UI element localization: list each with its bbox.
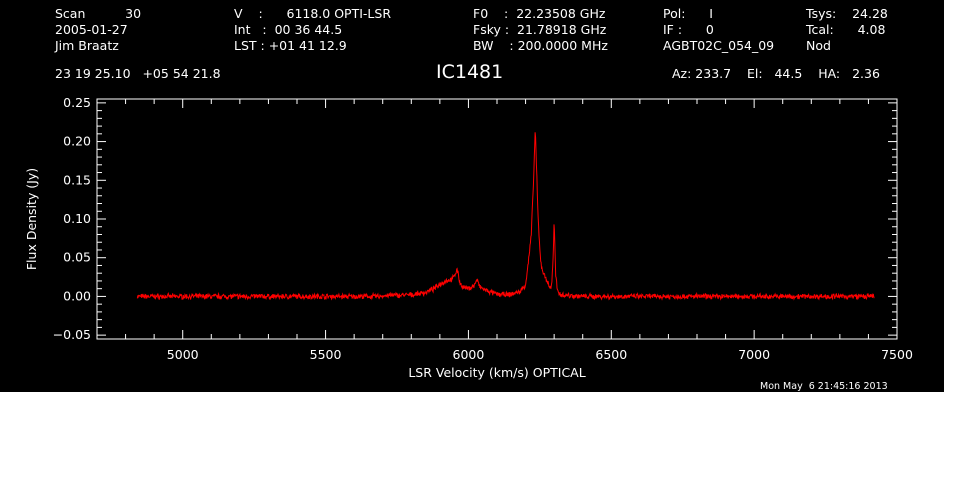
x-tick-label: 7500: [881, 347, 913, 362]
bandwidth: BW : 200.0000 MHz: [473, 38, 608, 53]
integration-time: Int : 00 36 44.5: [234, 22, 343, 37]
system-temperature: Tsys: 24.28: [806, 6, 888, 21]
x-tick-label: 6500: [595, 347, 627, 362]
x-tick-labels: 5000 5500 6000 6500 7000 7500: [167, 347, 913, 362]
observer-name: Jim Braatz: [55, 38, 119, 53]
axis-ticks: [97, 99, 898, 339]
velocity-info: V : 6118.0 OPTI-LSR: [234, 6, 392, 21]
plot-timestamp: Mon May 6 21:45:16 2013: [760, 381, 888, 392]
spectrum-trace: [136, 132, 875, 301]
if-number: IF : 0: [663, 22, 714, 37]
x-tick-label: 6000: [453, 347, 485, 362]
az-el-ha: Az: 233.7 El: 44.5 HA: 2.36: [672, 66, 880, 81]
x-axis-label: LSR Velocity (km/s) OPTICAL: [408, 365, 585, 380]
lst-time: LST : +01 41 12.9: [234, 38, 347, 53]
y-tick-label: 0.15: [63, 172, 91, 187]
x-tick-label: 7000: [738, 347, 770, 362]
y-tick-label: 0.20: [63, 134, 91, 149]
project-id: AGBT02C_054_09: [663, 38, 775, 53]
observing-mode: Nod: [806, 38, 831, 53]
source-name: IC1481: [436, 61, 504, 83]
y-tick-label: −0.05: [53, 327, 91, 342]
calibration-temperature: Tcal: 4.08: [806, 22, 886, 37]
x-tick-label: 5000: [167, 347, 199, 362]
y-tick-label: 0.05: [63, 250, 91, 265]
observation-date: 2005-01-27: [55, 22, 128, 37]
source-coordinates: 23 19 25.10 +05 54 21.8: [55, 66, 221, 81]
rest-frequency: F0 : 22.23508 GHz: [473, 6, 606, 21]
sky-frequency: Fsky : 21.78918 GHz: [473, 22, 607, 37]
scan-number: Scan 30: [55, 6, 142, 21]
y-tick-label: 0.00: [63, 288, 91, 303]
plot-frame: [96, 98, 898, 340]
y-tick-labels: −0.05 0.00 0.05 0.10 0.15 0.20 0.25: [53, 95, 91, 342]
y-tick-label: 0.25: [63, 95, 91, 110]
y-tick-label: 0.10: [63, 211, 91, 226]
y-axis-label: Flux Density (Jy): [24, 168, 39, 270]
x-tick-label: 5500: [310, 347, 342, 362]
plot-panel: [0, 0, 944, 392]
polarization: Pol: I: [663, 6, 713, 21]
